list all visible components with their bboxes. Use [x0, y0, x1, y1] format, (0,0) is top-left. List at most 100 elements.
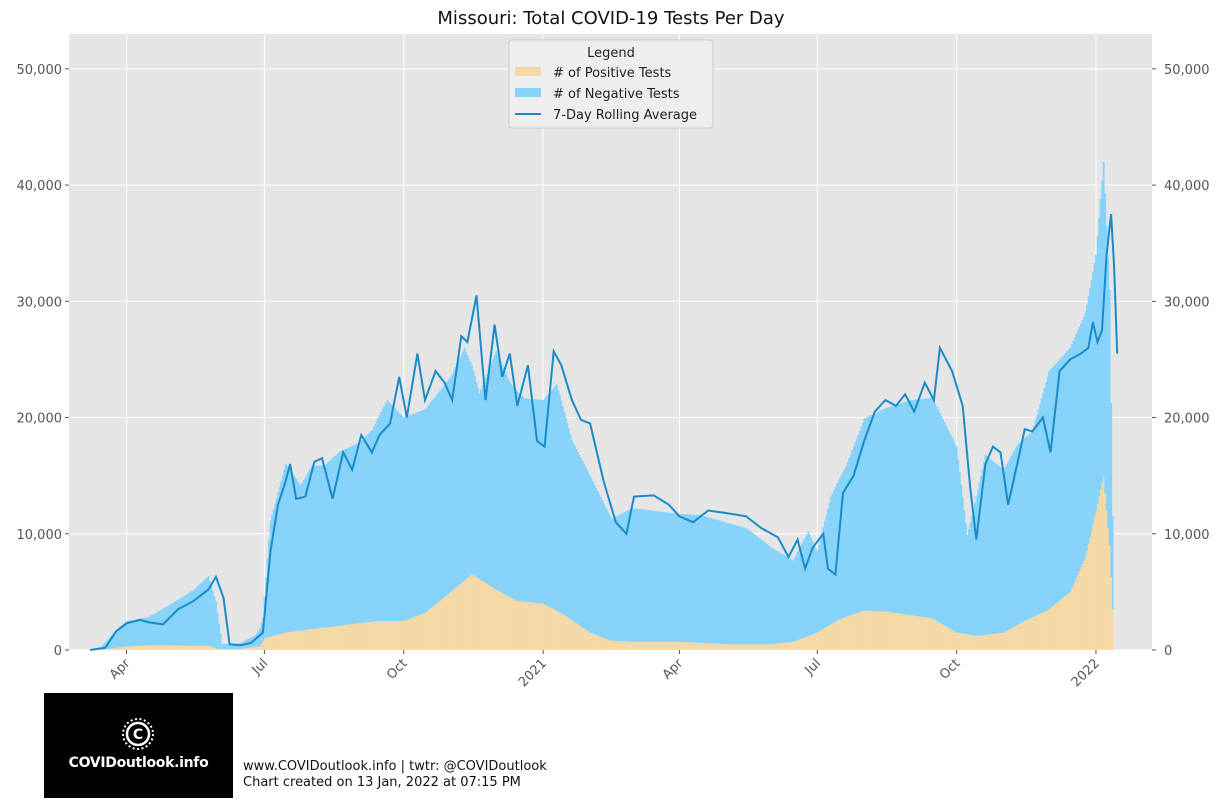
negative-bar [905, 401, 908, 615]
negative-bar [981, 468, 984, 636]
positive-bar [263, 638, 266, 650]
negative-bar [699, 515, 702, 643]
legend-label-negative: # of Negative Tests [553, 87, 680, 102]
negative-bar [677, 513, 679, 642]
negative-bar [572, 443, 575, 622]
positive-bar [1093, 517, 1096, 650]
negative-bar [150, 615, 152, 646]
positive-bar [477, 578, 480, 650]
negative-bar [413, 413, 416, 617]
negative-bar [957, 459, 960, 633]
negative-bar [130, 620, 133, 647]
positive-bar [566, 617, 569, 650]
negative-bar [225, 643, 228, 649]
negative-bar [109, 637, 111, 649]
positive-bar [686, 642, 689, 650]
negative-bar [507, 378, 510, 597]
negative-bar [560, 400, 563, 614]
positive-bar [658, 641, 661, 650]
positive-bar [166, 645, 169, 650]
negative-bar [864, 417, 867, 611]
negative-bar [555, 384, 558, 611]
negative-bar [390, 404, 393, 621]
negative-bar [477, 387, 480, 579]
positive-bar [977, 636, 979, 650]
positive-bar [443, 596, 446, 650]
negative-bar [151, 614, 154, 646]
negative-bar [860, 426, 863, 612]
y-axis-right: 0 10,000 20,000 30,000 40,000 50,000 [1152, 63, 1210, 659]
positive-bar [181, 645, 184, 650]
positive-bar [534, 602, 537, 650]
negative-bar [586, 469, 589, 631]
positive-bar [299, 630, 302, 650]
negative-bar [939, 413, 942, 623]
positive-bar [693, 642, 696, 650]
negative-bar [816, 551, 819, 633]
positive-bar [986, 634, 988, 650]
positive-bar [943, 625, 946, 650]
positive-bar [819, 630, 822, 650]
positive-bar [774, 643, 776, 650]
negative-bar [522, 397, 525, 602]
positive-bar [404, 620, 407, 650]
positive-bar [883, 611, 885, 650]
negative-bar [195, 587, 198, 646]
negative-bar [495, 351, 498, 590]
positive-bar [107, 648, 110, 650]
positive-bar [292, 631, 295, 650]
negative-bar [1064, 352, 1067, 596]
negative-bar [157, 611, 160, 646]
positive-bar [295, 631, 298, 650]
positive-bar [960, 633, 963, 650]
positive-bar [510, 597, 513, 650]
positive-bar [648, 641, 651, 650]
positive-bar [612, 640, 614, 650]
positive-bar [869, 610, 872, 650]
positive-bar [298, 630, 301, 650]
negative-bar [661, 511, 664, 642]
negative-bar [280, 480, 283, 634]
positive-bar [259, 646, 261, 650]
negative-bar [849, 454, 852, 616]
positive-bar [554, 610, 557, 650]
positive-bar [748, 644, 751, 650]
negative-bar [565, 417, 567, 617]
negative-bar [349, 446, 352, 625]
negative-bar [428, 403, 431, 610]
positive-bar [805, 636, 808, 650]
negative-bar [407, 415, 410, 620]
negative-bar [360, 440, 363, 623]
positive-bar [560, 613, 563, 650]
positive-bar [401, 620, 404, 650]
negative-bar [1043, 387, 1046, 612]
positive-bar [187, 645, 190, 650]
negative-bar [412, 414, 414, 618]
positive-bar [645, 641, 648, 650]
negative-bar [768, 545, 770, 645]
positive-bar [1024, 620, 1026, 650]
positive-bar [875, 611, 878, 650]
positive-bar [917, 616, 920, 650]
positive-bar [277, 634, 280, 650]
positive-bar [593, 634, 596, 650]
positive-bar [622, 641, 625, 650]
positive-bar [172, 645, 175, 650]
positive-bar [904, 614, 907, 650]
negative-bar [895, 404, 898, 614]
negative-bar [715, 519, 717, 644]
negative-bar [1072, 340, 1075, 585]
positive-bar [549, 607, 552, 650]
positive-bar [183, 645, 186, 650]
negative-bar [269, 520, 272, 637]
positive-bar [911, 615, 914, 650]
positive-bar [936, 621, 938, 650]
negative-bar [977, 489, 979, 637]
positive-bar [381, 620, 384, 650]
negative-bar [1024, 437, 1026, 621]
positive-bar [427, 610, 430, 650]
negative-bar [178, 598, 181, 646]
positive-bar [608, 640, 611, 650]
negative-bar [933, 400, 935, 620]
negative-bar [233, 643, 236, 649]
